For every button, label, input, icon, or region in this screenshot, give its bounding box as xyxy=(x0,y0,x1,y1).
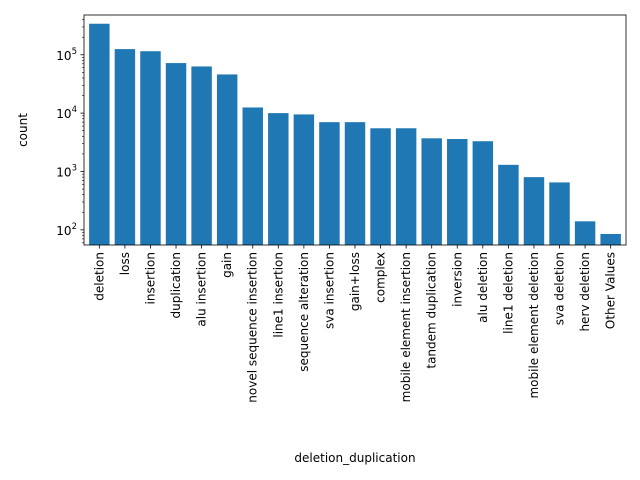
bar-line1-deletion xyxy=(498,164,519,245)
bar-line1-insertion xyxy=(268,113,289,245)
x-axis-label: deletion_duplication xyxy=(294,451,415,465)
bar-sva-deletion xyxy=(549,182,570,245)
bar-mobile-element-insertion xyxy=(395,128,417,245)
bar-insertion xyxy=(140,51,161,245)
bar-duplication xyxy=(165,63,187,245)
bars-group xyxy=(89,23,621,245)
y-axis-ticks: 102 103 104 105 xyxy=(56,19,84,244)
x-tick-label: alu deletion xyxy=(476,252,490,323)
x-tick-label: alu insertion xyxy=(195,252,209,327)
x-tick-label: mobile element insertion xyxy=(399,252,413,402)
y-tick-label: 103 xyxy=(56,163,77,179)
x-tick-label: inversion xyxy=(450,252,464,307)
x-tick-label: duplication xyxy=(169,252,183,318)
bar-sva-insertion xyxy=(319,122,340,245)
bar-alu-insertion xyxy=(191,66,212,245)
x-tick-label: Other Values xyxy=(604,252,618,329)
bar-herv-deletion xyxy=(574,221,596,245)
x-tick-label: sva insertion xyxy=(322,252,336,329)
x-tick-label: gain+loss xyxy=(348,252,362,311)
bar-novel-sequence-insertion xyxy=(242,107,263,245)
bar-loss xyxy=(114,49,136,245)
x-tick-label: line1 deletion xyxy=(501,252,515,334)
x-tick-label: mobile element deletion xyxy=(527,252,541,399)
bar-gain-loss xyxy=(344,122,366,245)
x-tick-label: herv deletion xyxy=(578,252,592,332)
x-tick-label: loss xyxy=(118,252,132,275)
x-tick-label: insertion xyxy=(143,252,157,305)
x-tick-label: line1 insertion xyxy=(271,252,285,338)
bar-deletion xyxy=(89,23,110,245)
plot-frame xyxy=(83,14,627,246)
x-tick-label: sequence alteration xyxy=(297,252,311,372)
x-tick-label: complex xyxy=(374,252,388,303)
x-tick-label: tandem duplication xyxy=(425,252,439,369)
bar-gain xyxy=(216,74,238,245)
y-tick-label: 104 xyxy=(56,105,77,121)
bar-other-values xyxy=(600,233,621,245)
bar-tandem-duplication xyxy=(421,138,442,245)
y-tick-label: 102 xyxy=(56,222,77,238)
bar-inversion xyxy=(447,139,468,245)
x-axis-ticks: deletion loss insertion duplication alu inse… xyxy=(92,245,618,403)
bar-alu-deletion xyxy=(472,141,494,245)
x-tick-label: deletion xyxy=(92,252,106,301)
x-tick-label: gain xyxy=(220,252,234,278)
y-tick-label: 105 xyxy=(56,47,77,63)
x-tick-label: sva deletion xyxy=(553,252,567,325)
x-tick-label: novel sequence insertion xyxy=(246,252,260,403)
bar-complex xyxy=(370,128,391,245)
bar-mobile-element-deletion xyxy=(523,177,545,245)
y-axis-label: count xyxy=(16,113,30,147)
bar-sequence-alteration xyxy=(293,114,315,245)
